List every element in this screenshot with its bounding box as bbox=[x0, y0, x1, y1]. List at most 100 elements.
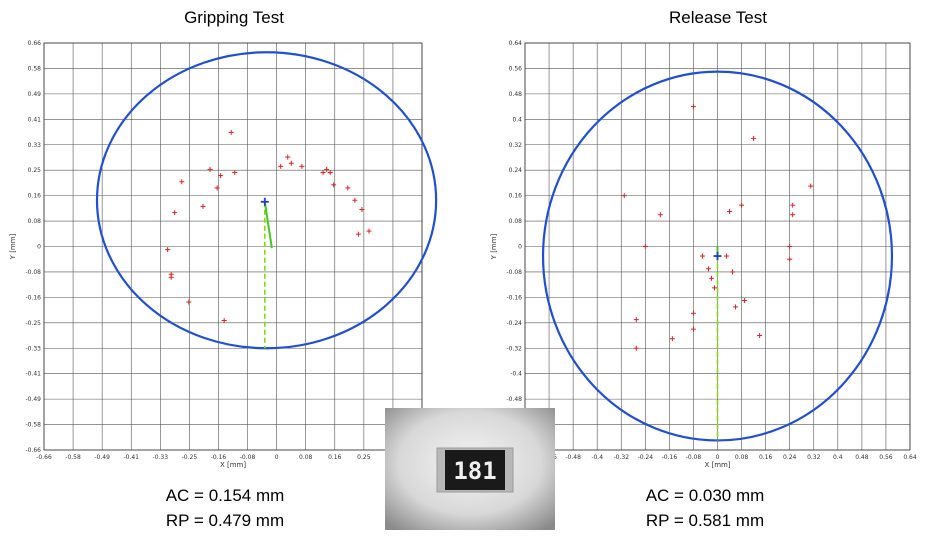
x-tick-label: 0 bbox=[275, 454, 279, 461]
data-point bbox=[207, 166, 213, 172]
y-tick-label: 0 bbox=[37, 244, 41, 251]
x-axis-label: X [mm] bbox=[220, 461, 246, 469]
data-point bbox=[168, 274, 174, 280]
y-tick-label: 0.25 bbox=[28, 167, 42, 174]
x-tick-label: -0.58 bbox=[65, 454, 81, 461]
data-point bbox=[711, 285, 717, 291]
x-tick-label: 0.08 bbox=[735, 454, 749, 461]
x-tick-label: -0.08 bbox=[686, 454, 702, 461]
data-point bbox=[757, 333, 763, 339]
chart-title-release: Release Test bbox=[669, 8, 767, 27]
x-tick-label: 0.08 bbox=[299, 454, 313, 461]
data-point bbox=[724, 253, 730, 259]
x-tick-label: -0.33 bbox=[153, 454, 169, 461]
data-point bbox=[221, 318, 227, 323]
x-tick-label: 0.48 bbox=[855, 454, 869, 461]
y-tick-label: -0.32 bbox=[506, 345, 522, 352]
data-point bbox=[218, 173, 224, 179]
x-tick-label: 0.24 bbox=[783, 454, 797, 461]
gripping-stats: AC = 0.154 mm RP = 0.479 mm bbox=[95, 483, 355, 533]
y-tick-label: -0.08 bbox=[506, 269, 522, 276]
y-tick-label: -0.58 bbox=[25, 422, 41, 429]
resistor-chip-photo: 181 bbox=[385, 408, 555, 530]
x-tick-label: 0.64 bbox=[903, 454, 917, 461]
x-tick-label: 0.16 bbox=[759, 454, 773, 461]
y-tick-label: -0.16 bbox=[25, 294, 41, 301]
data-point bbox=[787, 244, 793, 249]
data-point bbox=[331, 182, 337, 188]
y-tick-label: -0.25 bbox=[25, 320, 41, 327]
y-tick-label: -0.16 bbox=[506, 294, 522, 301]
data-point bbox=[690, 104, 696, 110]
x-tick-label: 0 bbox=[716, 454, 720, 461]
x-tick-label: -0.16 bbox=[211, 454, 227, 461]
x-tick-label: -0.24 bbox=[638, 454, 654, 461]
gripping-ac-value: AC = 0.154 mm bbox=[165, 486, 285, 505]
data-point bbox=[730, 269, 736, 275]
y-tick-label: 0.64 bbox=[509, 40, 523, 47]
data-point bbox=[727, 209, 733, 215]
y-tick-label: -0.33 bbox=[25, 345, 41, 352]
data-point bbox=[787, 256, 793, 262]
data-point bbox=[359, 207, 365, 212]
gripping-rp-value: RP = 0.479 mm bbox=[165, 511, 285, 530]
data-point bbox=[366, 228, 372, 234]
mean-point bbox=[260, 197, 269, 206]
repeatability-circle bbox=[95, 51, 438, 350]
data-point bbox=[699, 253, 705, 259]
y-tick-label: -0.49 bbox=[25, 396, 41, 403]
y-tick-label: 0.56 bbox=[509, 65, 523, 72]
data-point bbox=[165, 247, 171, 253]
data-point bbox=[186, 299, 192, 305]
data-point bbox=[790, 202, 796, 208]
x-tick-label: 0.4 bbox=[833, 454, 843, 461]
y-tick-label: 0.08 bbox=[28, 218, 42, 225]
data-point bbox=[355, 231, 361, 237]
x-tick-label: -0.25 bbox=[182, 454, 198, 461]
accuracy-vector bbox=[263, 201, 273, 249]
y-tick-label: -0.48 bbox=[506, 396, 522, 403]
x-tick-label: -0.41 bbox=[123, 454, 139, 461]
x-tick-label: 0.16 bbox=[328, 454, 342, 461]
data-point bbox=[285, 154, 291, 160]
data-point bbox=[742, 298, 748, 304]
data-point bbox=[633, 345, 639, 351]
release-rp-value: RP = 0.581 mm bbox=[645, 511, 765, 530]
plot-frame bbox=[43, 42, 423, 451]
data-point bbox=[324, 166, 330, 172]
data-point bbox=[327, 170, 333, 175]
y-tick-label: 0.4 bbox=[512, 116, 522, 123]
chip-marking: 181 bbox=[453, 457, 496, 485]
data-point bbox=[288, 160, 294, 166]
x-tick-label: 0.25 bbox=[357, 454, 371, 461]
mean-point bbox=[713, 252, 722, 261]
y-tick-label: -0.66 bbox=[25, 447, 41, 454]
y-tick-label: 0.48 bbox=[509, 91, 523, 98]
y-tick-label: 0.16 bbox=[509, 193, 523, 200]
x-tick-label: -0.4 bbox=[591, 454, 603, 461]
data-point bbox=[200, 203, 206, 209]
plot-frame bbox=[524, 42, 911, 451]
x-tick-label: 0.56 bbox=[879, 454, 893, 461]
x-tick-label: -0.08 bbox=[240, 454, 256, 461]
data-point bbox=[299, 163, 305, 169]
data-point bbox=[278, 163, 284, 169]
data-point bbox=[232, 170, 238, 175]
x-tick-label: -0.32 bbox=[613, 454, 629, 461]
data-point bbox=[345, 185, 351, 191]
x-tick-label: -0.66 bbox=[36, 454, 52, 461]
y-tick-label: -0.08 bbox=[25, 269, 41, 276]
y-tick-label: -0.24 bbox=[506, 320, 522, 327]
release-ac-value: AC = 0.030 mm bbox=[645, 486, 765, 505]
y-axis-label: Y [mm] bbox=[9, 233, 17, 260]
x-tick-label: 0.32 bbox=[807, 454, 821, 461]
data-point bbox=[657, 212, 663, 218]
y-tick-label: 0.66 bbox=[28, 40, 42, 47]
y-tick-label: 0.08 bbox=[509, 218, 523, 225]
x-tick-label: -0.16 bbox=[662, 454, 678, 461]
data-point bbox=[708, 275, 714, 281]
data-point bbox=[739, 202, 745, 208]
release-stats: AC = 0.030 mm RP = 0.581 mm bbox=[575, 483, 835, 533]
y-tick-label: -0.41 bbox=[25, 371, 41, 378]
